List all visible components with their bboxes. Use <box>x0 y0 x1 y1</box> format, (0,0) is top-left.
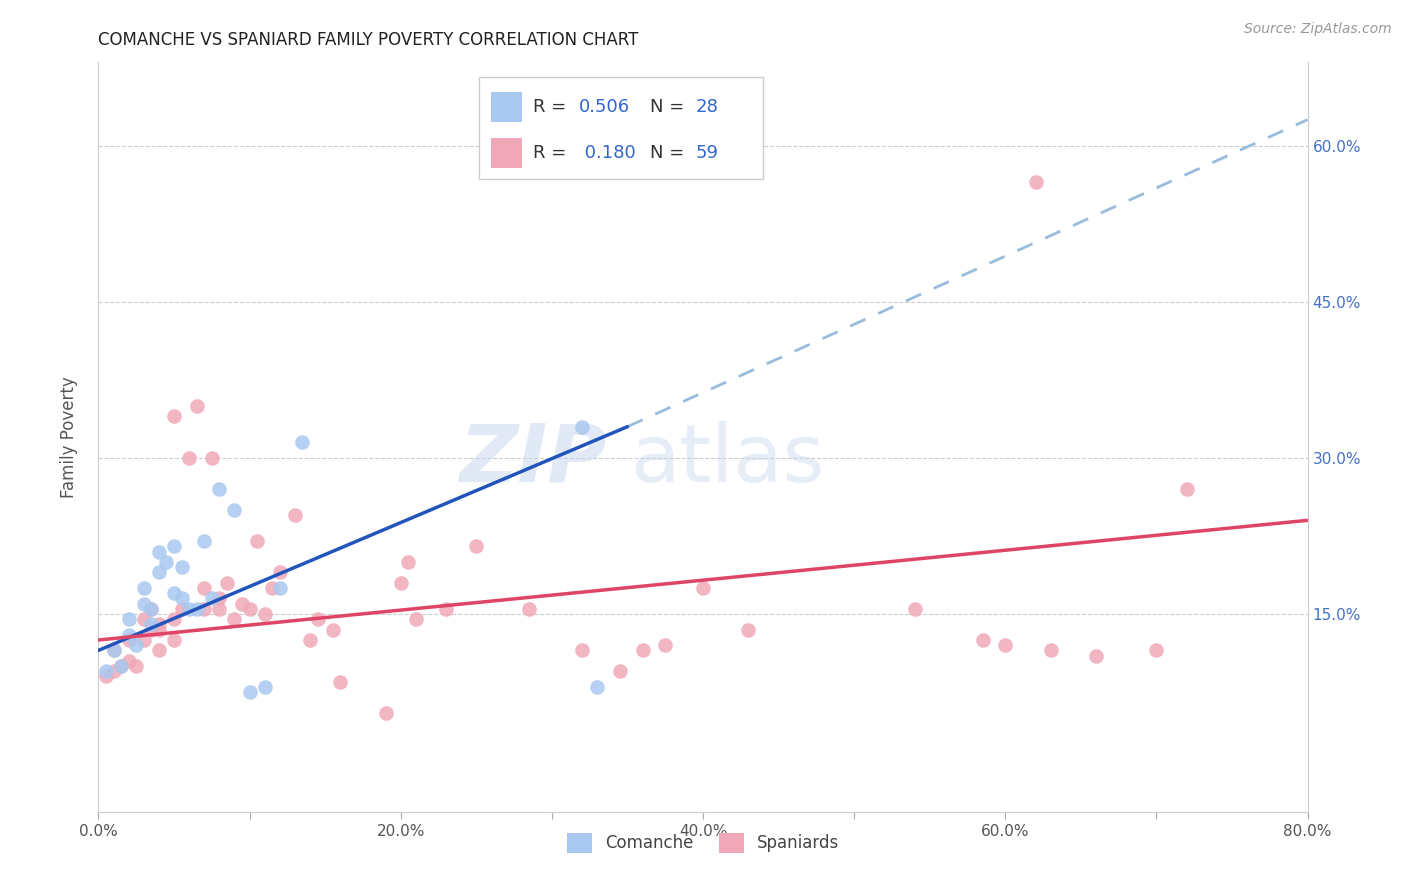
Point <box>253 607 276 621</box>
Point <box>239 685 262 699</box>
Point <box>434 602 457 616</box>
Point <box>125 638 148 652</box>
Point <box>737 623 759 637</box>
Point <box>132 633 155 648</box>
Point <box>262 581 284 595</box>
Point <box>186 602 208 616</box>
Point <box>155 555 177 569</box>
Point <box>571 643 593 657</box>
Point <box>374 706 396 720</box>
Point <box>284 508 307 523</box>
Point <box>405 612 427 626</box>
Point <box>141 602 163 616</box>
Point <box>253 680 276 694</box>
Point <box>141 602 163 616</box>
Point <box>110 659 132 673</box>
Point <box>239 602 262 616</box>
Point <box>322 623 344 637</box>
Point <box>291 435 314 450</box>
Point <box>179 602 201 616</box>
Point <box>186 399 208 413</box>
Point <box>208 482 231 496</box>
Point <box>125 659 148 673</box>
Point <box>118 633 141 648</box>
Point <box>170 560 193 574</box>
Point <box>208 591 231 606</box>
Point <box>110 659 132 673</box>
Point <box>118 654 141 668</box>
Point <box>1175 482 1198 496</box>
Point <box>148 544 170 558</box>
Point <box>148 623 170 637</box>
Point <box>1085 648 1108 663</box>
Point <box>141 617 163 632</box>
Text: atlas: atlas <box>630 420 825 499</box>
Point <box>148 566 170 580</box>
Point <box>904 602 927 616</box>
Point <box>163 409 186 424</box>
Point <box>163 586 186 600</box>
Point <box>465 539 488 553</box>
Point <box>215 575 238 590</box>
Point <box>609 664 631 679</box>
Point <box>1039 643 1062 657</box>
Point <box>193 581 215 595</box>
Point <box>132 597 155 611</box>
Point <box>163 633 186 648</box>
Point <box>1024 175 1046 189</box>
Point <box>1144 643 1167 657</box>
Point <box>307 612 329 626</box>
Point <box>299 633 322 648</box>
Point <box>132 612 155 626</box>
Point <box>170 591 193 606</box>
Point <box>179 450 201 465</box>
Point <box>389 575 412 590</box>
Point <box>208 602 231 616</box>
Point <box>692 581 714 595</box>
Legend: Comanche, Spaniards: Comanche, Spaniards <box>560 826 846 860</box>
Text: ZIP: ZIP <box>458 420 606 499</box>
Point <box>329 674 352 689</box>
Point <box>246 534 269 549</box>
Y-axis label: Family Poverty: Family Poverty <box>59 376 77 498</box>
Point <box>201 591 224 606</box>
Point <box>231 597 253 611</box>
Point <box>396 555 419 569</box>
Point <box>118 628 141 642</box>
Point <box>193 534 215 549</box>
Point <box>94 664 117 679</box>
Point <box>586 680 609 694</box>
Text: Source: ZipAtlas.com: Source: ZipAtlas.com <box>1244 22 1392 37</box>
Point <box>269 566 291 580</box>
Point <box>571 419 593 434</box>
Point <box>972 633 994 648</box>
Point <box>141 623 163 637</box>
Point <box>103 664 125 679</box>
Point <box>193 602 215 616</box>
Point <box>163 539 186 553</box>
Point <box>163 612 186 626</box>
Point <box>103 643 125 657</box>
Point <box>269 581 291 595</box>
Point <box>201 450 224 465</box>
Text: COMANCHE VS SPANIARD FAMILY POVERTY CORRELATION CHART: COMANCHE VS SPANIARD FAMILY POVERTY CORR… <box>98 31 638 49</box>
Point <box>94 669 117 683</box>
Point <box>224 503 246 517</box>
Point <box>654 638 676 652</box>
Point <box>517 602 540 616</box>
Point <box>103 643 125 657</box>
Point <box>148 643 170 657</box>
Point <box>118 612 141 626</box>
Point <box>148 617 170 632</box>
Point <box>170 602 193 616</box>
Point <box>224 612 246 626</box>
Point <box>132 581 155 595</box>
Point <box>994 638 1017 652</box>
Point <box>631 643 654 657</box>
